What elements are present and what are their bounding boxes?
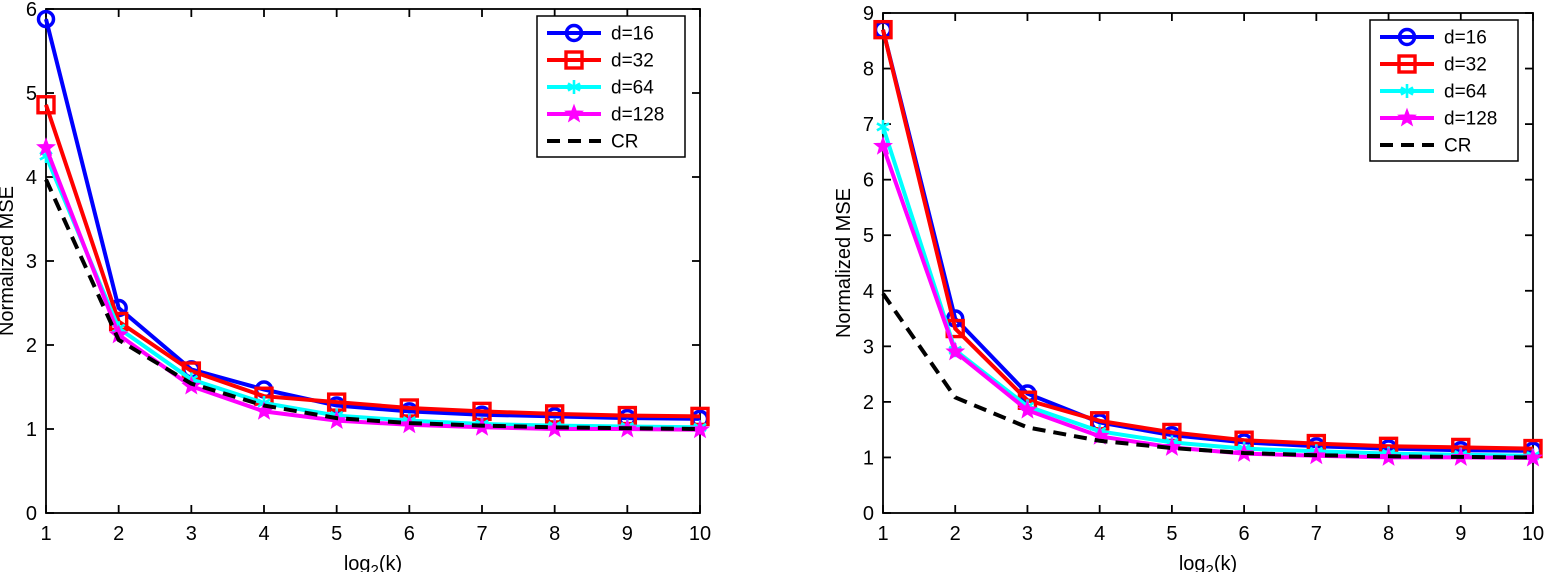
marker-square-d32 (36, 95, 56, 115)
y-tick-label: 4 (26, 167, 37, 189)
x-tick-label: 8 (1383, 523, 1394, 545)
marker-star-d128 (1161, 436, 1182, 456)
y-axis-label: Normalized MSE (833, 188, 855, 338)
y-tick-label: 5 (863, 225, 874, 247)
marker-asterisk-legend-d64 (1400, 86, 1414, 96)
x-tick-label: 6 (404, 523, 415, 545)
y-tick-label: 7 (863, 114, 874, 136)
legend-label-d32: d=32 (611, 51, 654, 72)
x-tick-label: 10 (1522, 523, 1544, 545)
x-tick-label: 3 (186, 523, 197, 545)
y-tick-label: 2 (26, 335, 37, 357)
x-tick-label: 6 (1239, 523, 1250, 545)
marker-circle-legend-d16 (564, 23, 584, 43)
marker-star-d128 (945, 341, 966, 361)
legend-label-d32: d=32 (1444, 55, 1487, 76)
legend-label-d64: d=64 (611, 78, 654, 99)
marker-star-legend-d128 (564, 103, 584, 123)
y-tick-label: 8 (863, 59, 874, 81)
x-tick-label: 5 (1166, 523, 1177, 545)
x-tick-label: 1 (877, 523, 888, 545)
y-tick-label: 9 (863, 3, 874, 25)
marker-star-d128 (36, 137, 56, 157)
marker-star-d128 (1523, 447, 1543, 467)
marker-square-legend-d32 (564, 50, 584, 70)
marker-square-legend-d32 (1397, 54, 1417, 74)
marker-circle-d16 (36, 9, 56, 29)
series-line-d16 (881, 29, 1534, 453)
series-line-d64 (44, 155, 701, 430)
legend-label-d64: d=64 (1444, 82, 1487, 103)
marker-star-d128 (1017, 399, 1038, 419)
legend-label-cr: CR (611, 132, 638, 153)
y-axis-label: Normalized MSE (0, 186, 18, 336)
legend-label-d128: d=128 (1444, 109, 1497, 130)
series-line-d128 (44, 146, 701, 432)
y-tick-label: 0 (863, 503, 874, 525)
x-tick-label: 8 (549, 523, 560, 545)
x-tick-label: 7 (1311, 523, 1322, 545)
x-tick-label: 9 (1455, 523, 1466, 545)
x-tick-label: 2 (950, 523, 961, 545)
y-tick-label: 2 (863, 392, 874, 414)
series-line-d32 (881, 29, 1534, 451)
series-line-cr (44, 178, 701, 431)
y-tick-label: 3 (26, 251, 37, 273)
series-line-d32 (44, 104, 701, 419)
marker-circle-legend-d16 (1397, 27, 1417, 47)
x-tick-label: 1 (40, 523, 51, 545)
x-tick-label: 4 (1094, 523, 1105, 545)
y-tick-label: 4 (863, 281, 874, 303)
y-tick-label: 1 (863, 447, 874, 469)
x-axis-label: log2(k) (1179, 553, 1237, 572)
x-tick-label: 5 (331, 523, 342, 545)
y-tick-label: 5 (26, 83, 37, 105)
x-tick-label: 10 (689, 523, 711, 545)
y-tick-label: 6 (863, 170, 874, 192)
legend-label-cr: CR (1444, 136, 1471, 157)
y-tick-label: 1 (26, 419, 37, 441)
plot-box (882, 12, 1534, 514)
x-tick-label: 7 (476, 523, 487, 545)
y-tick-label: 6 (26, 0, 37, 21)
series-line-d128 (881, 145, 1534, 460)
marker-asterisk-d64 (876, 122, 890, 132)
series-line-d16 (44, 18, 701, 421)
y-tick-label: 3 (863, 336, 874, 358)
marker-star-legend-d128 (1397, 107, 1417, 127)
y-tick-label: 0 (26, 503, 37, 525)
x-axis-label: log2(k) (344, 553, 402, 572)
series-line-cr (881, 292, 1534, 460)
x-tick-label: 4 (258, 523, 269, 545)
marker-square-d32 (873, 19, 893, 40)
x-tick-label: 2 (113, 523, 124, 545)
marker-star-d128 (873, 135, 893, 155)
legend-label-d128: d=128 (611, 105, 664, 126)
legend-label-d16: d=16 (611, 24, 654, 45)
x-tick-label: 9 (622, 523, 633, 545)
series-line-d64 (881, 126, 1534, 458)
marker-asterisk-legend-d64 (567, 82, 581, 92)
x-tick-label: 3 (1022, 523, 1033, 545)
legend-label-d16: d=16 (1444, 28, 1487, 49)
